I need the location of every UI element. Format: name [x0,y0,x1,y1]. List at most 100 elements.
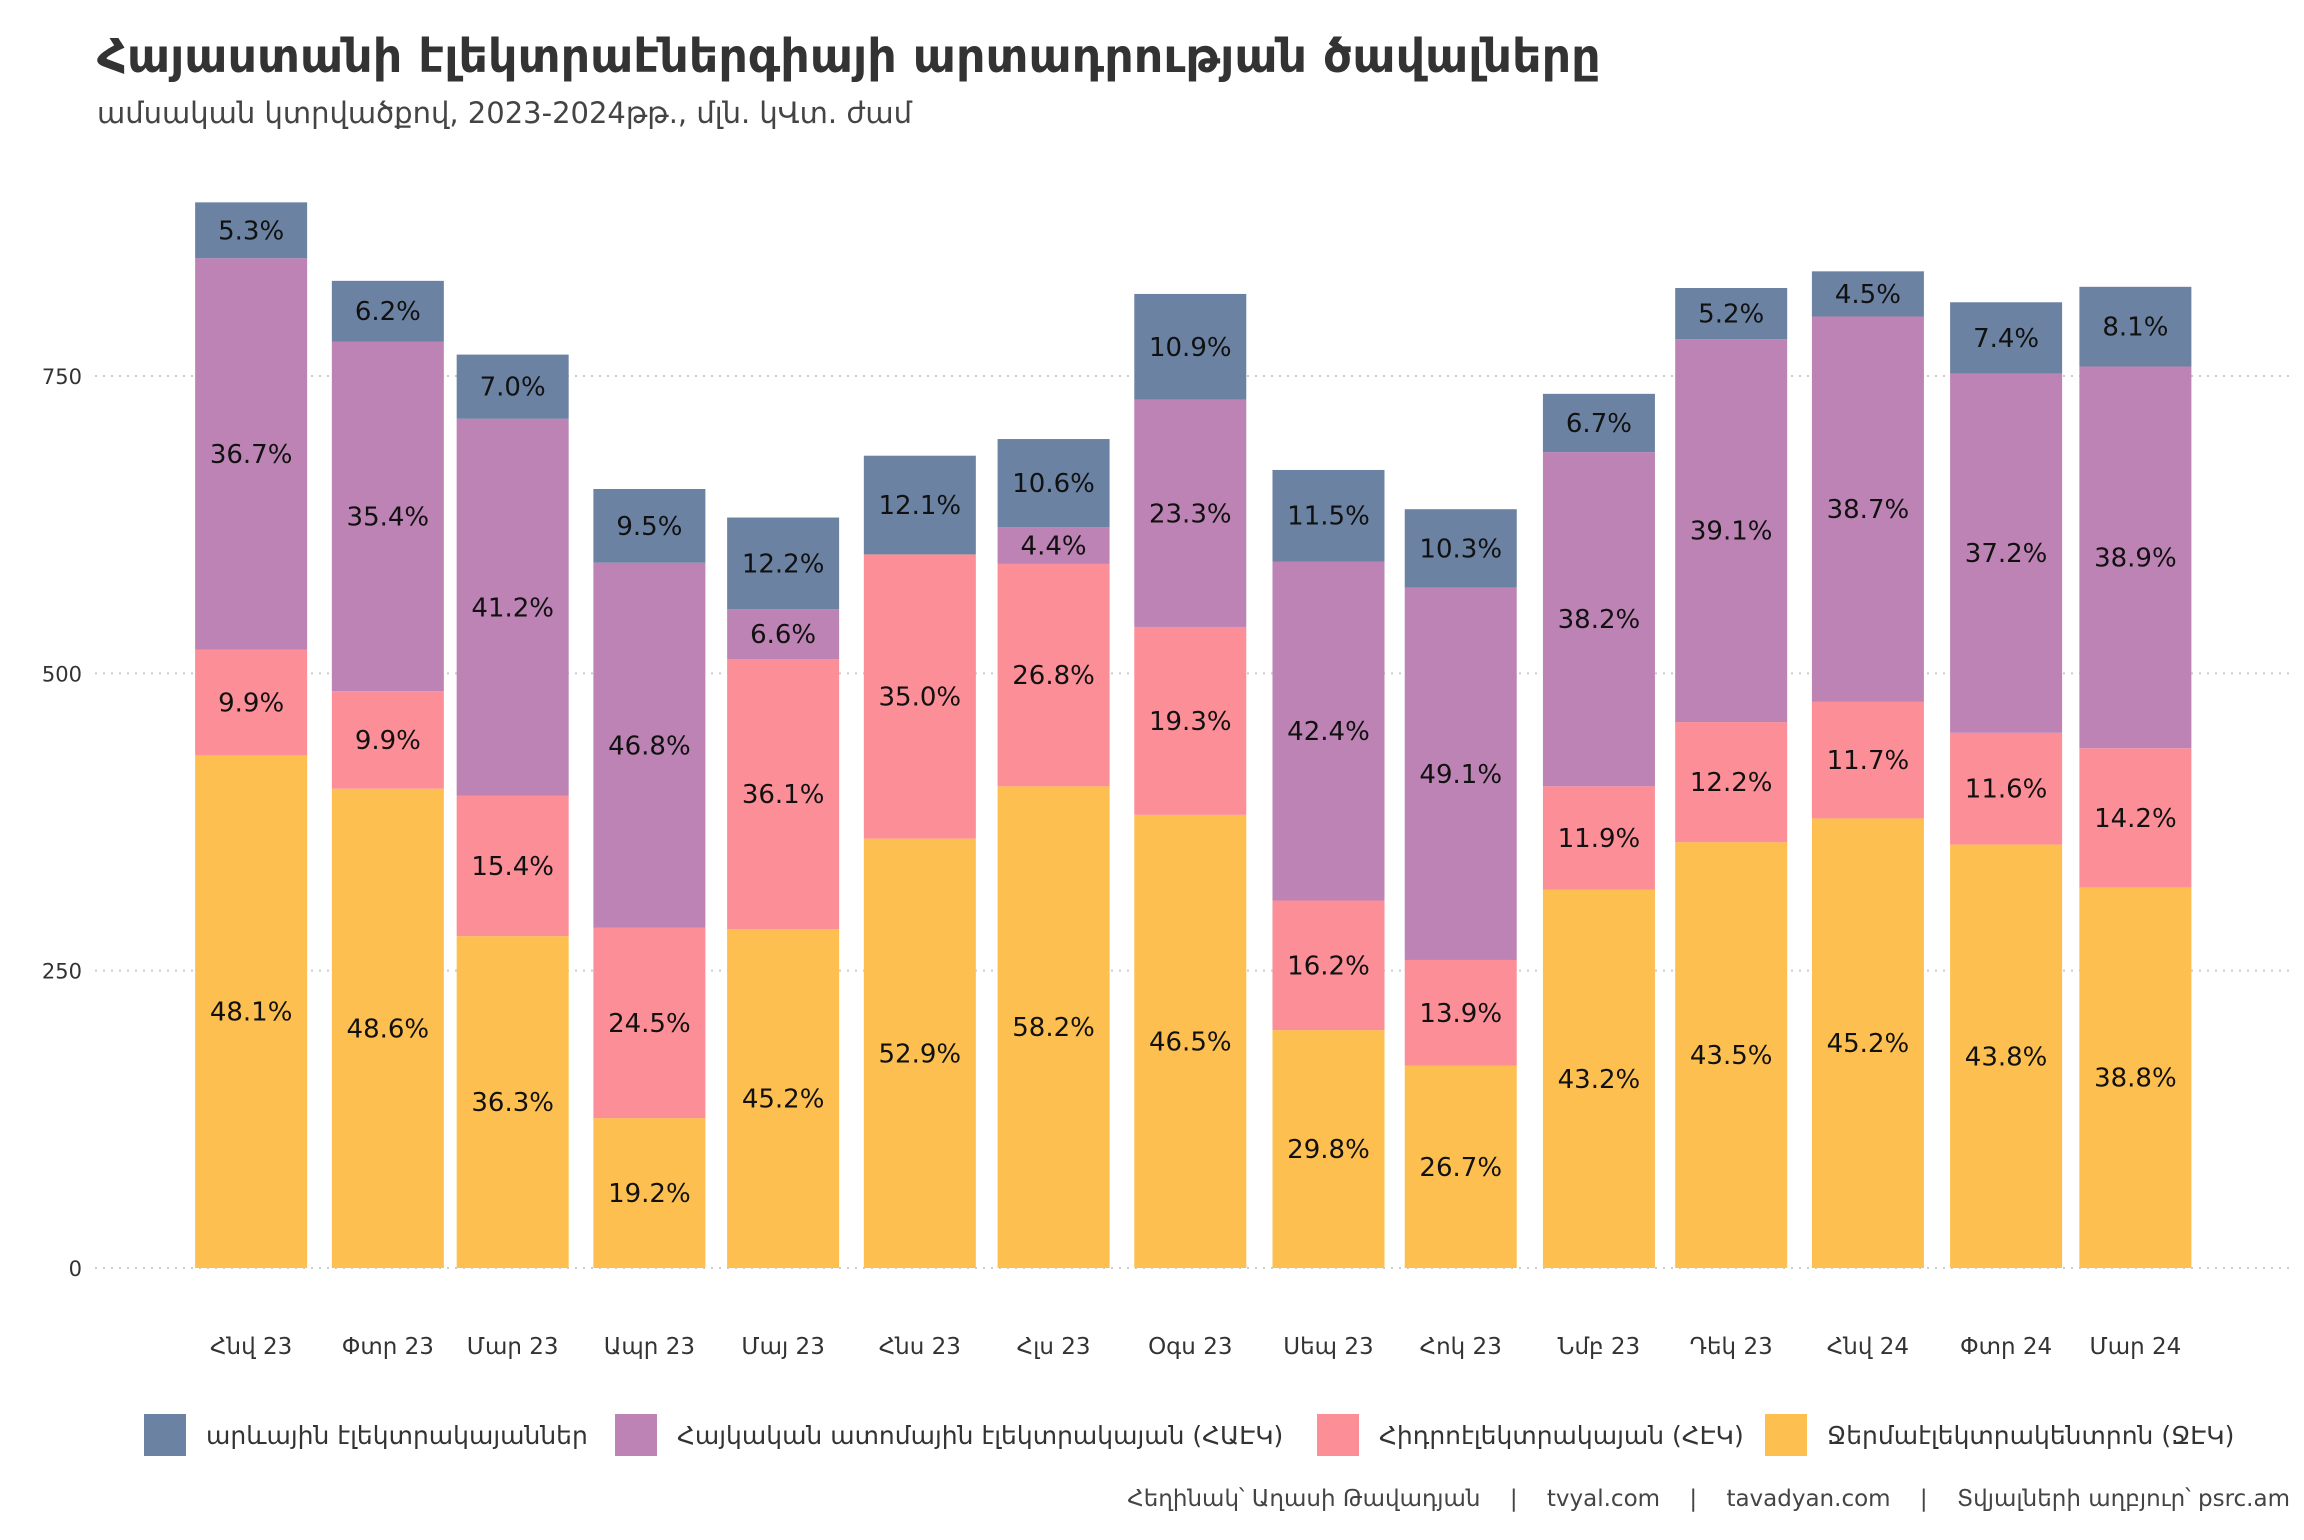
x-tick-label: Մար 23 [467,1334,559,1360]
bar-segment [997,563,1110,787]
bar-segment [1811,818,1924,1268]
bar-label: 29.8% [1287,1135,1370,1165]
bar-label: 45.2% [742,1085,825,1115]
bar-segment [331,341,444,692]
bar-label: 35.0% [879,683,962,713]
bar-segment [997,439,1110,528]
x-axis: Հնվ 23 Փտր 23 Մար 23 Ապր 23 Մայ 23 Հնս 23 Հլս … [210,1334,2181,1360]
bar-label: 11.7% [1827,746,1910,776]
bar-label: 7.4% [1973,324,2039,354]
bar-segment [2079,286,2192,367]
bar-label: 16.2% [1287,951,1370,981]
bar-label: 14.2% [2094,804,2177,834]
bar-label: 37.2% [1965,539,2048,569]
bar-label: 7.0% [480,373,546,403]
y-tick-label: 750 [42,365,82,389]
bar-label: 48.6% [347,1014,430,1044]
bar-label: 36.7% [210,440,293,470]
bar-segment [195,755,308,1268]
bar-label: 8.1% [2102,313,2168,343]
bar-segment [1811,316,1924,702]
x-tick-label: Փտր 24 [1960,1334,2052,1360]
x-tick-label: Սեպ 23 [1283,1334,1373,1360]
bar-segment [1404,509,1517,588]
x-tick-label: Փտր 23 [342,1334,434,1360]
bar-label: 13.9% [1419,999,1502,1029]
bar-segment [1675,339,1788,723]
x-tick-label: Հլս 23 [1017,1334,1091,1360]
bar-segment [1675,842,1788,1268]
footer-site-tavadyan: tavadyan.com [1726,1486,1890,1512]
y-axis: 0 250 500 750 [42,365,82,1281]
bar-label: 49.1% [1419,760,1502,790]
footer-author: Հեղինակ՝ Աղասի Թավադյան [1127,1486,1480,1512]
bar-label: 41.2% [471,593,554,623]
legend-swatch [1317,1414,1359,1456]
bar-segment [331,280,444,342]
bar-segment [727,659,840,930]
bar-label: 6.6% [750,620,816,650]
bar-segment [1950,844,2063,1268]
bar-segment [1404,587,1517,960]
bar-segment [1134,626,1247,815]
bar-segment [1542,393,1655,453]
bar-label: 11.5% [1287,502,1370,532]
x-tick-label: Դեկ 23 [1690,1334,1773,1360]
bar-segment [1134,814,1247,1268]
bar-label: 12.2% [1690,768,1773,798]
footer-source: Տվյալների աղբյուր՝ psrc.am [1957,1486,2290,1512]
bar-segment [456,936,569,1268]
x-tick-label: Մայ 23 [741,1334,824,1360]
legend-swatch [1765,1414,1807,1456]
bar-segment [195,649,308,756]
y-tick-label: 0 [69,1257,82,1281]
x-tick-label: Հնվ 24 [1827,1334,1909,1360]
bar-segment [997,527,1110,564]
bar-label: 52.9% [879,1039,962,1069]
x-tick-label: Օգս 23 [1148,1334,1232,1360]
bar-label: 46.8% [608,731,691,761]
bar-label: 26.7% [1419,1153,1502,1183]
bar-segment [1950,302,2063,374]
bar-segment [593,927,706,1119]
x-tick-label: Նմբ 23 [1558,1334,1641,1360]
bar-label: 38.8% [2094,1064,2177,1094]
bar-label: 43.2% [1558,1065,1641,1095]
bar-segment [1272,900,1385,1031]
bar-label: 6.7% [1566,409,1632,439]
bar-segment [1950,732,2063,845]
bar-segment [331,691,444,789]
bar-segment [1404,1065,1517,1268]
footer-sep: | [1510,1486,1518,1512]
bar-label: 35.4% [347,502,430,532]
bar-label: 19.3% [1149,707,1232,737]
chart-title: Հայաստանի էլեկտրաէներգիայի արտադրության … [97,29,1601,83]
bar-label: 10.3% [1419,534,1502,564]
bar-segment [1272,561,1385,901]
chart-subtitle: ամսական կտրվածքով, 2023-2024թթ., մլն. կՎ… [97,96,913,130]
bar-segment [1811,271,1924,317]
bar-label: 11.9% [1558,824,1641,854]
bar-segment [727,517,840,610]
bar-segment [997,786,1110,1268]
bar-segment [727,609,840,660]
legend-label: Ջերմաէլեկտրակենտրոն (ՋԷԿ) [1827,1421,2234,1450]
bar-segment [195,202,308,259]
bar-segment [863,455,976,555]
bar-label: 19.2% [608,1179,691,1209]
footer-sep: | [1920,1486,1928,1512]
bar-label: 9.5% [616,512,682,542]
bar-label: 46.5% [1149,1027,1232,1057]
bar-label: 15.4% [471,852,554,882]
legend-swatch [144,1414,186,1456]
bar-segment [2079,748,2192,888]
bar-segment [593,488,706,563]
bar-label: 23.3% [1149,499,1232,529]
bar-segment [1811,701,1924,819]
bar-label: 36.3% [471,1088,554,1118]
legend-label: Հիդրոէլեկտրակայան (ՀԷԿ) [1379,1421,1744,1450]
bar-label: 42.4% [1287,717,1370,747]
y-tick-label: 250 [42,960,82,984]
bar-label: 11.6% [1965,775,2048,805]
bar-label: 38.7% [1827,495,1910,525]
